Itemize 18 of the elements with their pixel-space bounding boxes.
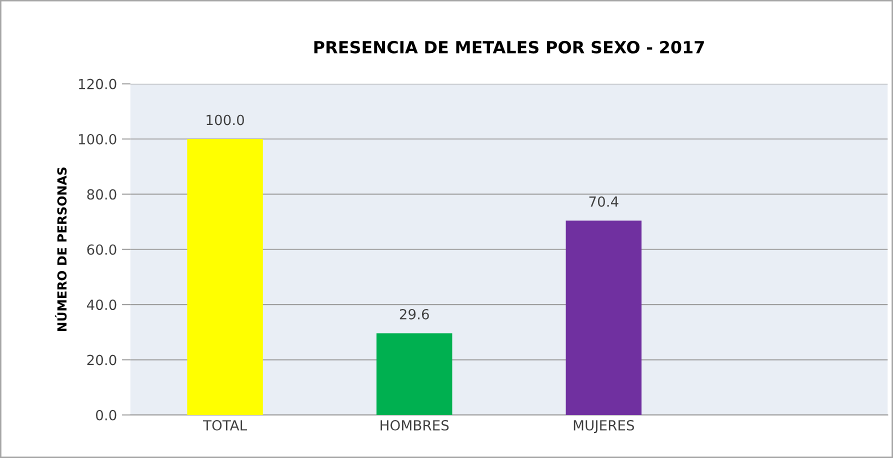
y-tick-label: 120.0 xyxy=(78,78,116,90)
x-tick-label: TOTAL xyxy=(202,420,247,431)
y-tick-label: 0.0 xyxy=(96,410,116,420)
data-label: 100.0 xyxy=(206,114,244,126)
y-tick-label: 60.0 xyxy=(87,244,116,255)
bar xyxy=(376,333,452,415)
data-label: 70.4 xyxy=(589,196,618,207)
bar xyxy=(187,139,263,415)
y-tick-label: 100.0 xyxy=(78,134,116,144)
y-axis-title: NÚMERO DE PERSONAS xyxy=(54,168,67,332)
y-tick-label: 80.0 xyxy=(87,189,116,200)
x-tick-label: HOMBRES xyxy=(380,420,449,431)
y-tick-label: 40.0 xyxy=(86,300,116,310)
y-tick-label: 20.0 xyxy=(87,354,116,366)
data-label: 29.6 xyxy=(400,308,429,320)
bar xyxy=(566,220,642,415)
chart-title: PRESENCIA DE METALES POR SEXO - 2017 xyxy=(314,40,704,54)
x-tick-label: MUJERES xyxy=(574,420,634,434)
